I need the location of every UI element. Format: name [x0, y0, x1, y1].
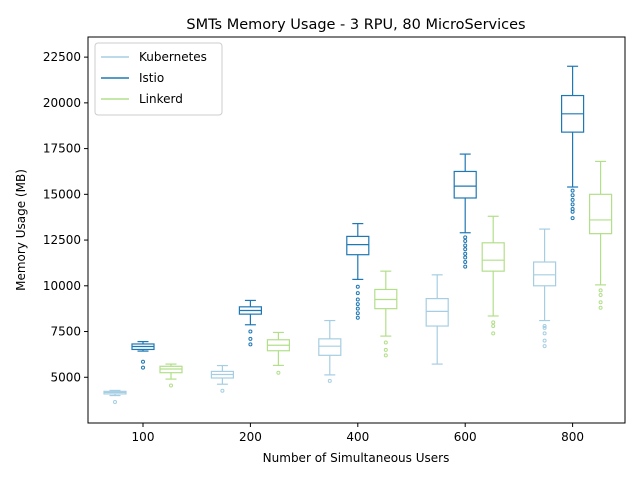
legend-label: Istio: [139, 71, 164, 85]
flier-point: [355, 284, 360, 289]
box-istio-800: [560, 65, 585, 221]
box-body: [346, 235, 370, 256]
plot-frame: [87, 36, 626, 424]
flier-point: [542, 338, 547, 343]
flier-point: [570, 188, 575, 193]
x-tick-label: 200: [239, 430, 262, 444]
flier-point: [355, 302, 360, 307]
box-kubernetes-600: [425, 274, 449, 365]
box-series: [103, 65, 613, 404]
flier-point: [463, 251, 468, 256]
flier-point: [355, 291, 360, 296]
legend-label: Linkerd: [139, 92, 183, 106]
y-axis-label: Memory Usage (MB): [14, 169, 28, 291]
flier-point: [463, 247, 468, 252]
y-tick-label: 17500: [43, 142, 81, 156]
box-kubernetes-200: [210, 364, 234, 393]
flier-point: [542, 325, 547, 330]
chart-title: SMTs Memory Usage - 3 RPU, 80 MicroServi…: [186, 17, 525, 33]
x-axis-label: Number of Simultaneous Users: [263, 451, 450, 465]
y-tick-label: 5000: [50, 370, 81, 384]
flier-point: [248, 329, 253, 334]
flier-point: [598, 305, 603, 310]
flier-point: [248, 342, 253, 347]
y-tick-label: 22500: [43, 50, 81, 64]
flier-point: [570, 216, 575, 221]
x-tick-label: 100: [132, 430, 155, 444]
flier-point: [570, 202, 575, 207]
flier-point: [355, 311, 360, 316]
flier-point: [570, 197, 575, 202]
y-tick-label: 15000: [43, 187, 81, 201]
flier-point: [542, 344, 547, 349]
flier-point: [383, 347, 388, 352]
box-body: [318, 338, 342, 356]
y-tick-label: 12500: [43, 233, 81, 247]
flier-point: [598, 292, 603, 297]
box-kubernetes-800: [532, 228, 557, 349]
flier-point: [542, 331, 547, 336]
legend: Kubernetes Istio Linkerd: [94, 42, 223, 116]
flier-point: [141, 365, 145, 370]
flier-point: [463, 238, 468, 243]
flier-point: [169, 383, 173, 388]
flier-point: [598, 300, 603, 305]
box-body: [425, 298, 449, 327]
flier-point: [355, 306, 360, 311]
x-tick-label: 800: [561, 430, 584, 444]
flier-point: [141, 359, 145, 364]
flier-point: [355, 315, 360, 320]
flier-point: [463, 235, 468, 240]
flier-point: [570, 193, 575, 198]
box-body: [453, 170, 477, 199]
flier-point: [463, 264, 468, 269]
box-istio-400: [346, 222, 370, 320]
box-linkerd-600: [481, 215, 505, 336]
box-linkerd-400: [374, 270, 398, 358]
legend-label: Kubernetes: [139, 50, 207, 64]
box-linkerd-800: [588, 160, 613, 310]
box-body: [588, 193, 613, 235]
y-tick-label: 10000: [43, 279, 81, 293]
x-tick-label: 600: [454, 430, 477, 444]
flier-point: [542, 324, 547, 329]
box-linkerd-100: [159, 363, 183, 388]
box-body: [532, 261, 557, 287]
flier-point: [463, 243, 468, 248]
box-body: [481, 242, 505, 272]
flier-point: [355, 297, 360, 302]
box-kubernetes-100: [103, 389, 127, 404]
flier-point: [570, 209, 575, 214]
flier-point: [383, 353, 388, 358]
flier-point: [248, 336, 253, 341]
flier-point: [463, 260, 468, 265]
flier-point: [491, 324, 496, 329]
flier-point: [491, 320, 496, 325]
y-tick-label: 7500: [50, 325, 81, 339]
flier-point: [327, 378, 332, 383]
flier-point: [491, 331, 496, 336]
flier-point: [220, 388, 225, 393]
box-istio-100: [131, 340, 155, 370]
flier-point: [383, 340, 388, 345]
x-tick-label: 400: [346, 430, 369, 444]
flier-point: [598, 288, 603, 293]
box-linkerd-200: [266, 331, 290, 375]
box-istio-600: [453, 153, 477, 269]
box-istio-200: [238, 299, 262, 347]
box-kubernetes-400: [318, 319, 342, 383]
legend-frame: [94, 42, 223, 116]
axis-ticks: 5000 7500 10000 12500 15000 17500 20000 22500 10…: [43, 50, 584, 444]
y-tick-label: 20000: [43, 96, 81, 110]
flier-point: [463, 255, 468, 260]
flier-point: [276, 370, 281, 375]
flier-point: [113, 399, 117, 404]
